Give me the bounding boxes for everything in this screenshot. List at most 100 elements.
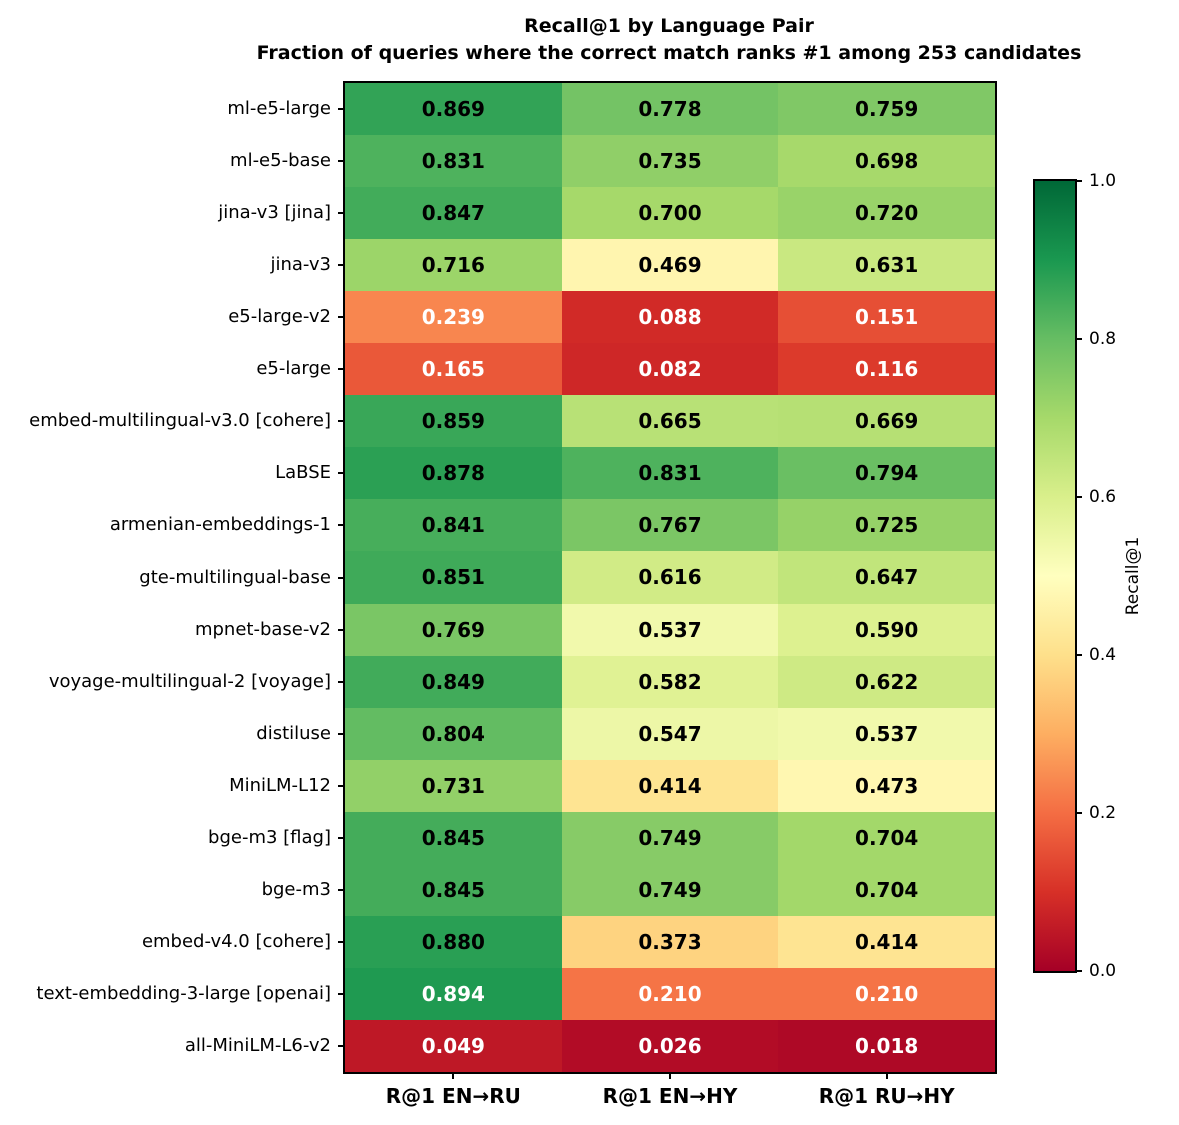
cell-value: 0.894 [421,981,485,1006]
colorbar-tick [1075,338,1082,340]
heatmap-cell-r0-c0: 0.869 [345,83,562,136]
y-tick [338,732,345,735]
row-label-2: jina-v3 [jina] [218,202,331,224]
cell-value: 0.665 [638,409,702,434]
cell-value: 0.841 [421,513,485,538]
y-tick [338,264,345,267]
colorbar-tick-label-0.8: 0.8 [1089,329,1117,349]
heatmap-cell-r8-c1: 0.767 [561,499,779,552]
heatmap-cell-r4-c1: 0.088 [561,291,779,344]
cell-value: 0.804 [421,721,485,746]
row-label-14: bge-m3 [flag] [208,826,331,848]
x-tick [669,1072,671,1079]
colorbar [1033,179,1077,973]
cell-value: 0.582 [638,669,702,694]
heatmap-cell-r5-c1: 0.082 [561,343,779,396]
colorbar-tick [1075,496,1082,498]
cell-value: 0.700 [638,201,702,226]
colorbar-tick [1075,970,1082,972]
colorbar-tick-label-1.0: 1.0 [1089,171,1117,191]
heatmap-cell-r18-c2: 0.018 [778,1019,995,1072]
heatmap-cell-r2-c2: 0.720 [778,187,995,240]
row-label-10: mpnet-base-v2 [194,618,331,640]
heatmap-cell-r3-c0: 0.716 [345,239,562,292]
heatmap-cell-r12-c2: 0.537 [778,707,995,760]
cell-value: 0.026 [638,1033,702,1058]
x-tick [885,1072,888,1079]
col-label-0: R@1 EN→RU [385,1084,521,1108]
y-tick [338,212,345,215]
heatmap-cell-r14-c0: 0.845 [345,811,562,864]
cell-value: 0.831 [638,461,702,486]
cell-value: 0.669 [855,409,919,434]
row-label-7: LaBSE [275,462,331,484]
heatmap-cell-r13-c1: 0.414 [561,759,779,812]
cell-value: 0.735 [638,149,702,174]
row-label-0: ml-e5-large [227,98,331,120]
row-label-17: text-embedding-3-large [openai] [36,982,331,1004]
heatmap-cell-r13-c2: 0.473 [778,759,995,812]
cell-value: 0.373 [638,929,702,954]
y-tick [338,836,345,839]
colorbar-tick [1075,180,1082,182]
cell-value: 0.616 [638,565,702,590]
heatmap-cell-r11-c0: 0.849 [345,655,562,708]
cell-value: 0.869 [421,97,485,122]
heatmap-cell-r1-c0: 0.831 [345,135,562,188]
cell-value: 0.749 [638,825,702,850]
row-label-15: bge-m3 [261,878,331,900]
colorbar-tick-label-0.0: 0.0 [1089,961,1117,981]
heatmap-cell-r10-c2: 0.590 [778,603,995,656]
heatmap-cell-r7-c1: 0.831 [561,447,779,500]
heatmap-cell-r11-c2: 0.622 [778,655,995,708]
cell-value: 0.749 [638,877,702,902]
cell-value: 0.165 [421,357,485,382]
heatmap-cell-r16-c2: 0.414 [778,915,995,968]
cell-value: 0.731 [421,773,485,798]
heatmap-cell-r17-c0: 0.894 [345,967,562,1020]
cell-value: 0.725 [855,513,919,538]
cell-value: 0.878 [421,461,485,486]
cell-value: 0.720 [855,201,919,226]
cell-value: 0.845 [421,877,485,902]
cell-value: 0.704 [855,825,919,850]
cell-value: 0.845 [421,825,485,850]
heatmap-cell-r16-c1: 0.373 [561,915,779,968]
heatmap: 0.869 0.778 0.759 0.831 0.735 0.698 0.847 0.700… [343,81,997,1074]
heatmap-cell-r7-c0: 0.878 [345,447,562,500]
heatmap-cell-r16-c0: 0.880 [345,915,562,968]
cell-value: 0.547 [638,721,702,746]
row-label-18: all-MiniLM-L6-v2 [184,1034,331,1056]
heatmap-cell-r0-c1: 0.778 [561,83,779,136]
heatmap-cell-r18-c0: 0.049 [345,1019,562,1072]
row-label-5: e5-large [256,358,331,380]
cell-value: 0.767 [638,513,702,538]
cell-value: 0.049 [421,1033,485,1058]
heatmap-cell-r9-c1: 0.616 [561,551,779,604]
row-label-3: jina-v3 [270,254,331,276]
chart-subtitle: Fraction of queries where the correct ma… [256,42,1082,64]
heatmap-cell-r3-c1: 0.469 [561,239,779,292]
y-tick [338,108,345,111]
cell-value: 0.088 [638,305,702,330]
col-label-2: R@1 RU→HY [818,1084,955,1108]
row-label-16: embed-v4.0 [cohere] [141,930,331,952]
heatmap-cell-r3-c2: 0.631 [778,239,995,292]
cell-value: 0.151 [855,305,919,330]
y-tick [338,576,345,579]
cell-value: 0.210 [855,981,919,1006]
cell-value: 0.831 [421,149,485,174]
y-tick [338,420,345,423]
y-tick [338,888,345,891]
heatmap-cell-r12-c1: 0.547 [561,707,779,760]
heatmap-cell-r7-c2: 0.794 [778,447,995,500]
cell-value: 0.473 [855,773,919,798]
y-tick [338,472,345,475]
chart-title: Recall@1 by Language Pair [524,15,814,37]
cell-value: 0.622 [855,669,919,694]
cell-value: 0.847 [421,201,485,226]
cell-value: 0.716 [421,253,485,278]
cell-value: 0.414 [855,929,919,954]
heatmap-cell-r0-c2: 0.759 [778,83,995,136]
row-label-9: gte-multilingual-base [139,566,331,588]
